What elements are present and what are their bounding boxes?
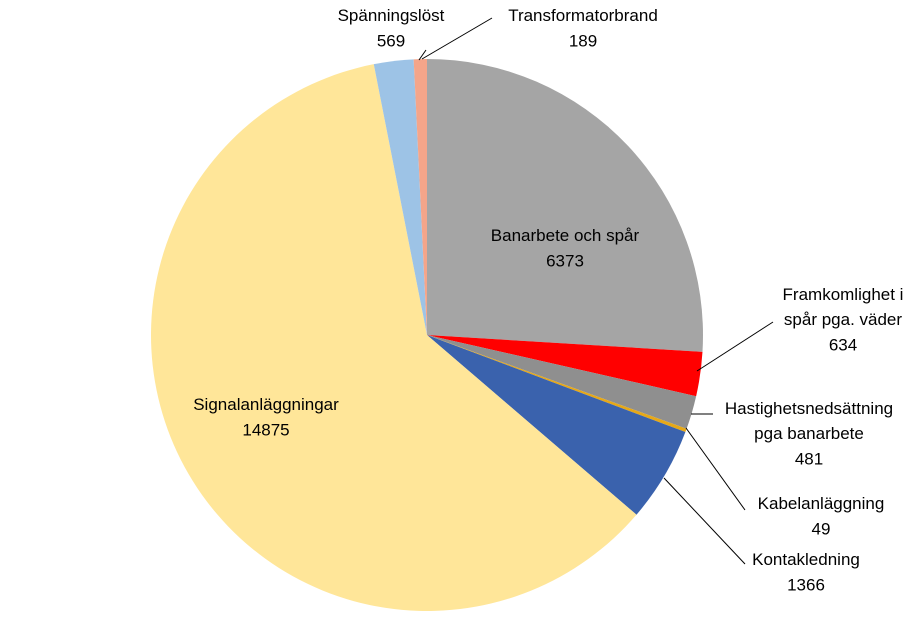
pie-slice	[427, 335, 697, 429]
label-line: Kabelanläggning	[758, 494, 885, 513]
pie-slice	[427, 335, 687, 433]
value-label: 6373	[546, 251, 584, 270]
label-line: Signalanläggningar	[193, 395, 339, 414]
leader-line	[696, 321, 774, 372]
pie-slice	[373, 59, 427, 335]
label-line: pga banarbete	[754, 424, 864, 443]
leader-line	[663, 477, 746, 565]
value-label: 189	[569, 31, 597, 50]
leader-lines	[418, 17, 774, 565]
category-label: Framkomlighet i spår pga. väder	[783, 285, 904, 329]
value-label: 14875	[242, 420, 289, 439]
label-line: Hastighetsnedsättning	[725, 399, 893, 418]
pie-slice	[151, 64, 637, 611]
value-label: 569	[377, 31, 405, 50]
category-label: Signalanläggningar	[193, 395, 339, 414]
label-line: Spänningslöst	[338, 6, 445, 25]
pie-slice	[413, 59, 427, 335]
pie-slice	[427, 335, 686, 515]
label-line: spår pga. väder	[784, 310, 902, 329]
label-line: Framkomlighet i	[783, 285, 904, 304]
value-label: 481	[795, 449, 823, 468]
category-label: Kontakledning	[752, 550, 860, 569]
slices	[151, 59, 703, 611]
category-label: Banarbete och spår	[491, 226, 640, 245]
label-line: Kontakledning	[752, 550, 860, 569]
category-label: Kabelanläggning	[758, 494, 885, 513]
value-label: 634	[829, 335, 857, 354]
pie-slice	[427, 59, 703, 352]
pie-slice	[427, 335, 703, 397]
label-line: Banarbete och spår	[491, 226, 640, 245]
leader-line	[421, 17, 493, 60]
value-label: 49	[812, 519, 831, 538]
label-line: Transformatorbrand	[508, 6, 658, 25]
category-label: Hastighetsnedsättning pga banarbete	[725, 399, 893, 443]
value-label: 1366	[787, 575, 825, 594]
category-label: Spänningslöst	[338, 6, 445, 25]
leader-line	[685, 427, 746, 511]
category-label: Transformatorbrand	[508, 6, 658, 25]
leader-line	[418, 49, 427, 61]
